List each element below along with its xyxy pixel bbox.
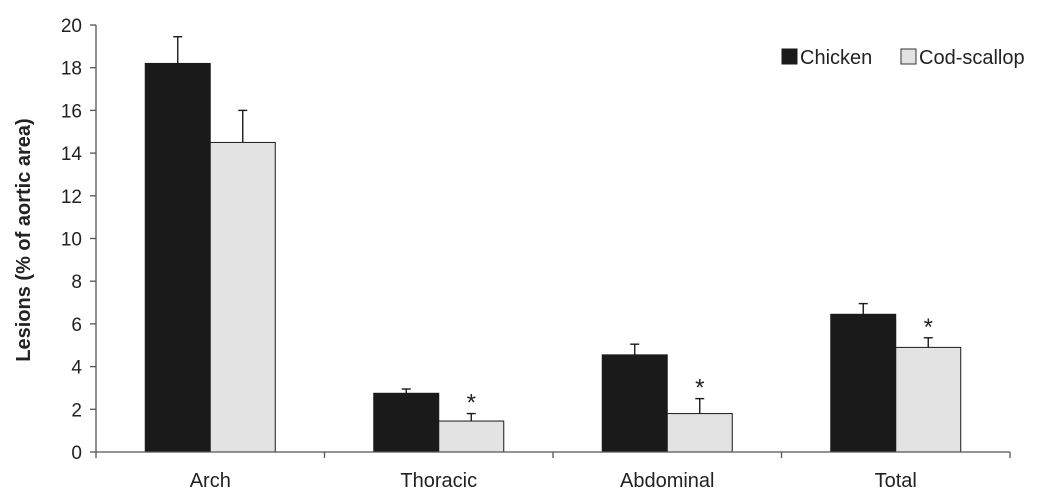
bar-chicken-abdominal <box>601 354 668 453</box>
legend-label-cod-scallop: Cod-scallop <box>919 47 1025 69</box>
y-tick-label: 4 <box>71 358 82 379</box>
bar-cod-scallop-thoracic <box>438 420 505 453</box>
y-tick-label: 10 <box>61 230 82 251</box>
significance-marker-abdominal: * <box>695 375 704 402</box>
legend-swatch-cod-scallop <box>900 48 917 65</box>
legend-label-chicken: Chicken <box>800 47 872 69</box>
y-tick-label: 14 <box>61 144 83 165</box>
y-tick-label: 18 <box>61 59 82 80</box>
x-tick-label-thoracic: Thoracic <box>400 470 477 492</box>
bar-chicken-arch <box>144 62 211 453</box>
significance-marker-thoracic: * <box>467 390 476 417</box>
x-axis-ticks: Arch Thoracic Abdominal Total <box>95 452 1011 492</box>
x-tick-label-total: Total <box>875 470 917 492</box>
y-tick-label: 6 <box>71 315 82 336</box>
y-tick-label: 16 <box>61 101 82 122</box>
y-axis-title: Lesions (% of aortic area) <box>13 118 35 361</box>
legend: Chicken Cod-scallop <box>781 47 1025 69</box>
y-tick-label: 0 <box>71 443 82 464</box>
significance-marker-total: * <box>924 314 933 341</box>
y-tick-label: 8 <box>71 272 82 293</box>
bar-cod-scallop-arch <box>209 141 276 453</box>
y-tick-label: 12 <box>61 187 82 208</box>
bar-chicken-total <box>830 313 897 453</box>
error-bars <box>173 36 933 422</box>
x-tick-label-abdominal: Abdominal <box>620 470 715 492</box>
y-axis-ticks: 0 2 4 6 8 10 12 14 16 18 20 <box>61 16 96 464</box>
bar-cod-scallop-total <box>895 346 962 453</box>
y-tick-label: 20 <box>61 16 82 37</box>
legend-swatch-chicken <box>781 48 798 65</box>
significance-markers: * * * <box>467 314 933 417</box>
x-tick-label-arch: Arch <box>190 470 231 492</box>
bars <box>144 62 962 453</box>
bar-cod-scallop-abdominal <box>666 413 733 453</box>
y-tick-label: 2 <box>71 400 82 421</box>
bar-chicken-thoracic <box>373 392 440 453</box>
